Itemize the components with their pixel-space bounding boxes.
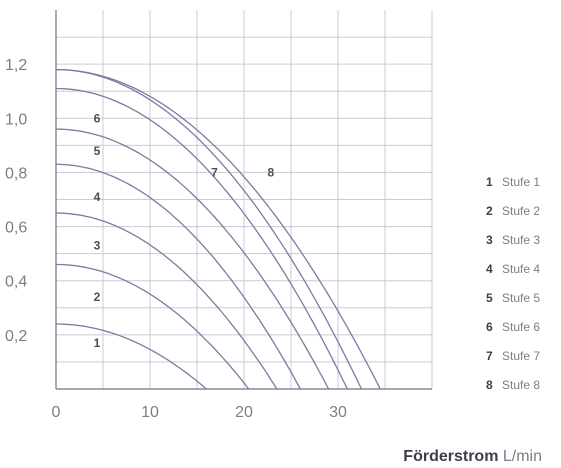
series-line-stufe-4 [55, 163, 301, 390]
legend-number: 1 [486, 175, 493, 189]
x-tick-label: 0 [52, 404, 61, 421]
y-tick-label: 0,6 [5, 220, 27, 237]
y-tick-label: 1,2 [5, 57, 27, 74]
legend-number: 7 [486, 349, 493, 363]
legend-item-3: 3 Stufe 3 [486, 232, 540, 261]
y-tick-label: 1,0 [5, 111, 27, 128]
legend-item-8: 8 Stufe 8 [486, 377, 540, 406]
series-line-stufe-6 [55, 87, 348, 390]
series-line-stufe-5 [55, 128, 330, 390]
legend-number: 5 [486, 291, 493, 305]
legend-item-5: 5 Stufe 5 [486, 290, 540, 319]
legend-number: 8 [486, 378, 493, 392]
legend-item-1: 1 Stufe 1 [486, 174, 540, 203]
legend-number: 2 [486, 204, 493, 218]
legend-label: Stufe 4 [502, 262, 541, 276]
legend-label: Stufe 8 [502, 378, 541, 392]
x-axis-unit: L/min [502, 448, 542, 465]
x-tick-label: 10 [141, 404, 159, 421]
legend-number: 6 [486, 320, 493, 334]
legend-number: 3 [486, 233, 493, 247]
x-tick-label: 30 [329, 404, 347, 421]
legend-number: 4 [486, 262, 493, 276]
series-label-1: 1 [94, 336, 101, 350]
legend: 1 Stufe 1 2 Stufe 2 3 Stufe 3 4 Stufe 4 5 Stu… [486, 174, 540, 406]
legend-item-4: 4 Stufe 4 [486, 261, 540, 290]
series-label-8: 8 [268, 165, 275, 179]
series-label-3: 3 [94, 239, 101, 253]
y-tick-label: 0,4 [5, 274, 27, 291]
y-tick-label: 0,2 [5, 328, 27, 345]
x-tick-label: 20 [235, 404, 253, 421]
legend-label: Stufe 3 [502, 233, 541, 247]
series-line-stufe-7 [56, 68, 363, 390]
legend-item-7: 7 Stufe 7 [486, 348, 540, 377]
legend-label: Stufe 1 [502, 175, 541, 189]
series-line-stufe-1 [56, 323, 207, 390]
legend-item-2: 2 Stufe 2 [486, 203, 540, 232]
series-line-stufe-3 [55, 212, 278, 390]
y-tick-label: 0,8 [5, 165, 27, 182]
series-label-2: 2 [94, 290, 101, 304]
x-axis-title-bold: Förderstrom [403, 448, 499, 465]
series-label-4: 4 [94, 190, 101, 204]
series-line-stufe-8 [56, 68, 381, 390]
series-label-6: 6 [94, 111, 101, 125]
series-label-7: 7 [211, 165, 218, 179]
legend-label: Stufe 6 [502, 320, 541, 334]
legend-item-6: 6 Stufe 6 [486, 319, 540, 348]
series-line-stufe-2 [56, 263, 250, 390]
legend-label: Stufe 5 [502, 291, 541, 305]
legend-label: Stufe 2 [502, 204, 541, 218]
x-axis-title: Förderstrom L/min [403, 448, 542, 466]
legend-label: Stufe 7 [502, 349, 541, 363]
series-label-5: 5 [94, 144, 101, 158]
